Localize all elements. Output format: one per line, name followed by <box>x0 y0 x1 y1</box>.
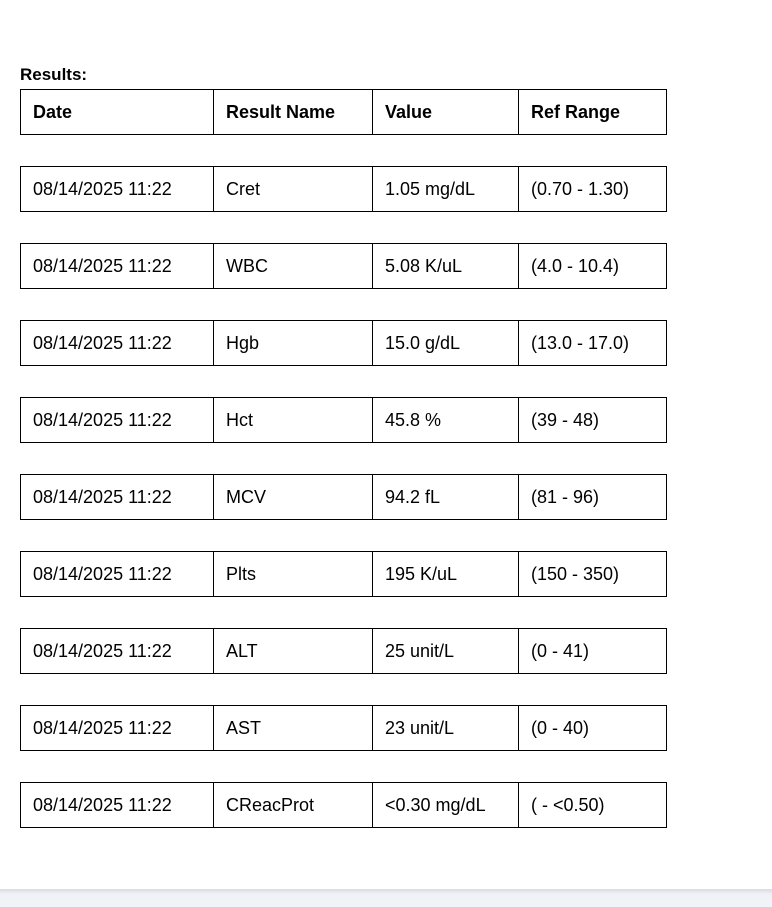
cell-result-name: Plts <box>214 552 373 596</box>
cell-date: 08/14/2025 11:22 <box>21 706 214 750</box>
cell-date: 08/14/2025 11:22 <box>21 321 214 365</box>
cell-ref-range: (0 - 41) <box>531 640 590 661</box>
cell-value: 195 K/uL <box>373 552 519 596</box>
cell-result-name: WBC <box>214 244 373 288</box>
cell-value: 1.05 mg/dL <box>373 167 519 211</box>
cell-date: 08/14/2025 11:22 <box>21 629 214 673</box>
header-result-name: Result Name <box>214 90 373 134</box>
table-row: 08/14/2025 11:22 Cret 1.05 mg/dL (0.70 - 1.… <box>20 166 667 212</box>
table-row: 08/14/2025 11:22 Hct 45.8 % (39 - 48) <box>20 397 667 443</box>
cell-value: 5.08 K/uL <box>373 244 519 288</box>
table-row: 08/14/2025 11:22 ALT 25 unit/L (0 - 41) <box>20 628 667 674</box>
cell-ref-range: (39 - 48) <box>531 409 600 430</box>
cell-result-name: Hct <box>214 398 373 442</box>
cell-result-name: AST <box>214 706 373 750</box>
cell-ref-range: (150 - 350) <box>531 563 620 584</box>
cell-value: 15.0 g/dL <box>373 321 519 365</box>
table-row: 08/14/2025 11:22 Plts 195 K/uL (150 - 350) <box>20 551 667 597</box>
cell-value: 94.2 fL <box>373 475 519 519</box>
header-date: Date <box>21 90 214 134</box>
window-bottom-bar <box>0 889 772 907</box>
table-row: 08/14/2025 11:22 CReacProt <0.30 mg/dL ( - … <box>20 782 667 828</box>
table-row: 08/14/2025 11:22 AST 23 unit/L (0 - 40) <box>20 705 667 751</box>
cell-date: 08/14/2025 11:22 <box>21 167 214 211</box>
results-heading: Results: <box>20 65 88 84</box>
cell-date: 08/14/2025 11:22 <box>21 552 214 596</box>
cell-ref-range: (0.70 - 1.30) <box>531 178 630 199</box>
cell-date: 08/14/2025 11:22 <box>21 475 214 519</box>
cell-ref-range: (13.0 - 17.0) <box>531 332 630 353</box>
cell-result-name: ALT <box>214 629 373 673</box>
cell-ref-range: ( - <0.50) <box>531 794 605 815</box>
cell-date: 08/14/2025 11:22 <box>21 244 214 288</box>
cell-result-name: Hgb <box>214 321 373 365</box>
cell-value: 45.8 % <box>373 398 519 442</box>
cell-ref-range: (4.0 - 10.4) <box>531 255 620 276</box>
cell-date: 08/14/2025 11:22 <box>21 783 214 827</box>
header-row: Date Result Name Value Ref Range <box>20 89 667 135</box>
table-row: 08/14/2025 11:22 MCV 94.2 fL (81 - 96) <box>20 474 667 520</box>
header-ref-range: Ref Range <box>531 101 621 122</box>
cell-result-name: MCV <box>214 475 373 519</box>
cell-ref-range: (0 - 40) <box>531 717 590 738</box>
table-row: 08/14/2025 11:22 WBC 5.08 K/uL (4.0 - 10.4) <box>20 243 667 289</box>
header-value: Value <box>373 90 519 134</box>
cell-result-name: Cret <box>214 167 373 211</box>
cell-result-name: CReacProt <box>214 783 373 827</box>
cell-value: <0.30 mg/dL <box>373 783 519 827</box>
cell-value: 23 unit/L <box>373 706 519 750</box>
table-row: 08/14/2025 11:22 Hgb 15.0 g/dL (13.0 - 17.0… <box>20 320 667 366</box>
cell-date: 08/14/2025 11:22 <box>21 398 214 442</box>
cell-value: 25 unit/L <box>373 629 519 673</box>
cell-ref-range: (81 - 96) <box>531 486 600 507</box>
